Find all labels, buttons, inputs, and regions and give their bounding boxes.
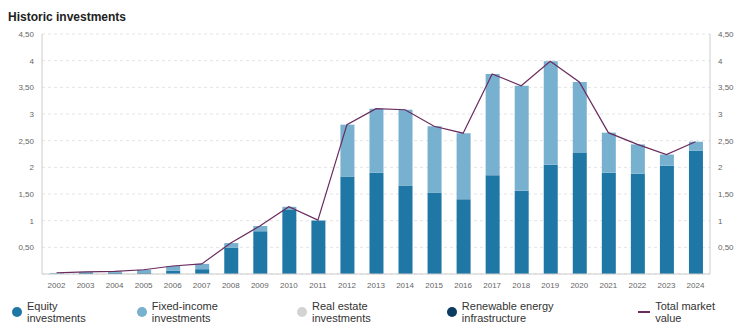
svg-text:2015: 2015	[425, 281, 443, 290]
svg-text:2016: 2016	[454, 281, 472, 290]
svg-text:2002: 2002	[48, 281, 66, 290]
svg-text:2014: 2014	[396, 281, 414, 290]
svg-text:1: 1	[30, 217, 35, 226]
html-text:Equity investments: Equity investments	[27, 300, 86, 324]
svg-text:1,50: 1,50	[718, 190, 734, 199]
html-text:Historic investments: Historic investments	[8, 10, 126, 24]
svg-text:2,50: 2,50	[718, 137, 734, 146]
svg-text:3,50: 3,50	[718, 83, 734, 92]
svg-text:2003: 2003	[77, 281, 95, 290]
svg-text:2005: 2005	[135, 281, 153, 290]
svg-text:2011: 2011	[309, 281, 327, 290]
svg-text:2009: 2009	[251, 281, 269, 290]
svg-text:2022: 2022	[628, 281, 646, 290]
svg-text:2: 2	[30, 163, 35, 172]
svg-text:1,50: 1,50	[18, 190, 34, 199]
svg-text:2018: 2018	[512, 281, 530, 290]
svg-text:2024: 2024	[687, 281, 705, 290]
svg-text:1: 1	[718, 217, 723, 226]
svg-text:2: 2	[718, 163, 723, 172]
svg-text:4,50: 4,50	[718, 30, 734, 39]
svg-text:2008: 2008	[222, 281, 240, 290]
svg-text:2004: 2004	[106, 281, 124, 290]
svg-text:2019: 2019	[541, 281, 559, 290]
svg-text:2006: 2006	[164, 281, 182, 290]
html-text:Renewable energy infrastructur: Renewable energy infrastructure	[461, 300, 554, 324]
svg-text:4: 4	[718, 57, 723, 66]
svg-text:0,50: 0,50	[718, 243, 734, 252]
svg-text:3: 3	[718, 110, 723, 119]
svg-text:0,50: 0,50	[18, 243, 34, 252]
svg-text:2,50: 2,50	[18, 137, 34, 146]
svg-text:3: 3	[30, 110, 35, 119]
svg-text:2012: 2012	[338, 281, 356, 290]
html-text:Fixed-income investments: Fixed-income investments	[151, 300, 218, 324]
svg-text:2023: 2023	[658, 281, 676, 290]
svg-text:2017: 2017	[483, 281, 501, 290]
svg-text:4,50: 4,50	[18, 30, 34, 39]
html-text:Total market value: Total market value	[655, 300, 715, 324]
svg-text:2010: 2010	[280, 281, 298, 290]
svg-text:4: 4	[30, 57, 35, 66]
svg-text:3,50: 3,50	[18, 83, 34, 92]
svg-text:2021: 2021	[599, 281, 617, 290]
svg-text:2013: 2013	[367, 281, 385, 290]
html-text:Real estate investments: Real estate investments	[312, 300, 371, 324]
svg-text:2020: 2020	[570, 281, 588, 290]
svg-text:2007: 2007	[193, 281, 211, 290]
